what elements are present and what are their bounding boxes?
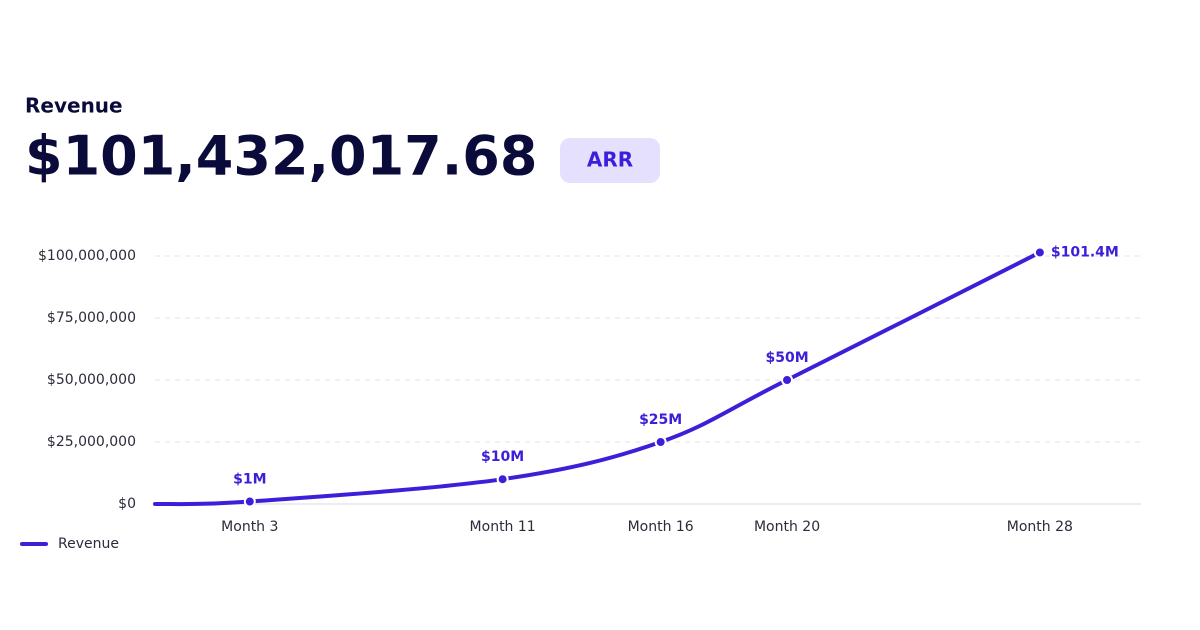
y-tick-label: $25,000,000 <box>47 434 136 450</box>
header-label: Revenue <box>25 94 123 118</box>
point <box>496 473 509 486</box>
x-tick-label: Month 28 <box>1007 519 1073 535</box>
line <box>153 250 1042 507</box>
x-tick-label: Month 20 <box>754 519 820 535</box>
y-tick-label: $100,000,000 <box>38 248 136 264</box>
x-tick-label: Month 16 <box>628 519 694 535</box>
point <box>654 436 667 448</box>
y-tick-label: $0 <box>118 496 136 512</box>
badge-text: ARR <box>587 148 633 172</box>
value-label: $10M <box>481 449 524 465</box>
value-label: $101.4M <box>1051 244 1119 260</box>
point <box>1033 246 1046 259</box>
legend-label: Revenue <box>58 536 119 552</box>
value-label: $50M <box>765 350 808 366</box>
x-tick-label: Month 3 <box>221 519 278 535</box>
x-tick-label: Month 11 <box>470 519 536 535</box>
y-tick-label: $50,000,000 <box>47 372 136 388</box>
header-value: $101,432,017.68 <box>25 125 537 188</box>
value-label: $25M <box>639 412 682 428</box>
badge <box>560 138 660 183</box>
point <box>243 495 256 508</box>
point <box>781 374 794 386</box>
value-label: $1M <box>233 472 266 488</box>
y-tick-label: $75,000,000 <box>47 310 136 326</box>
